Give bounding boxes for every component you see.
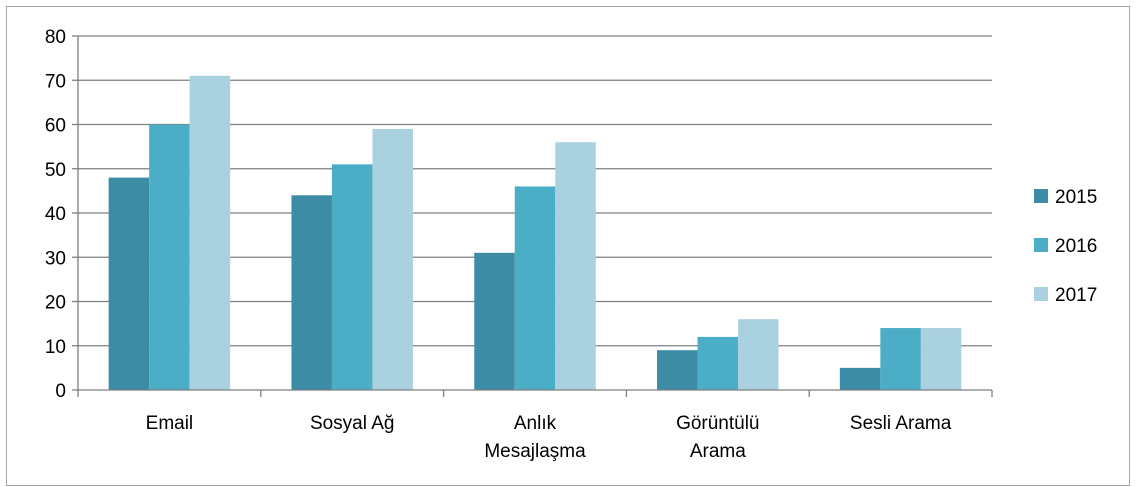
legend-label-2017: 2017	[1055, 285, 1097, 306]
bar-2017-2	[555, 142, 596, 390]
legend-swatch-2016	[1034, 238, 1048, 252]
y-tick-label: 10	[45, 337, 66, 358]
axes	[72, 35, 993, 397]
legend-label-2016: 2016	[1055, 236, 1097, 257]
y-tick-labels: 0 10 20 30 40 50 60 70 80	[45, 27, 66, 402]
y-tick-label: 50	[45, 160, 66, 181]
y-tick-label: 80	[45, 27, 66, 48]
bar-2017-3	[738, 319, 779, 390]
y-tick-label: 70	[45, 71, 66, 92]
bar-2015-3	[657, 350, 698, 390]
bar-2017-0	[189, 75, 231, 390]
legend-swatch-2017	[1034, 287, 1048, 301]
x-category-label: Email	[146, 413, 194, 434]
legend: 2015 2016 2017	[1034, 187, 1097, 306]
legend-swatch-2015	[1034, 189, 1048, 203]
bar-2015-4	[839, 367, 881, 390]
bar-2016-1	[331, 164, 373, 390]
gridlines	[78, 35, 992, 347]
x-category-label: Arama	[690, 441, 746, 462]
y-tick-label: 40	[45, 204, 66, 225]
bar-2015-0	[108, 177, 150, 390]
x-category-label: Görüntülü	[676, 413, 759, 434]
bars	[108, 75, 962, 391]
bar-2016-2	[514, 186, 556, 390]
bar-2016-3	[697, 336, 739, 390]
x-category-label: Sesli Arama	[850, 413, 952, 434]
y-tick-label: 20	[45, 293, 66, 314]
bar-2015-2	[474, 252, 515, 390]
bar-2017-1	[372, 128, 413, 391]
x-category-label: Anlık	[514, 413, 557, 434]
x-category-labels: Email Sosyal Ağ Anlık Mesajlaşma Görüntülü Ar…	[146, 413, 952, 462]
x-category-label: Mesajlaşma	[484, 441, 586, 462]
bar-2017-4	[920, 328, 962, 390]
y-tick-label: 0	[55, 381, 66, 402]
bar-2015-1	[291, 195, 332, 390]
bar-2016-4	[880, 328, 921, 390]
y-tick-label: 30	[45, 248, 66, 269]
x-category-label: Sosyal Ağ	[310, 413, 395, 434]
bar-2016-0	[149, 124, 190, 390]
legend-label-2015: 2015	[1055, 187, 1097, 208]
y-tick-label: 60	[45, 116, 66, 137]
